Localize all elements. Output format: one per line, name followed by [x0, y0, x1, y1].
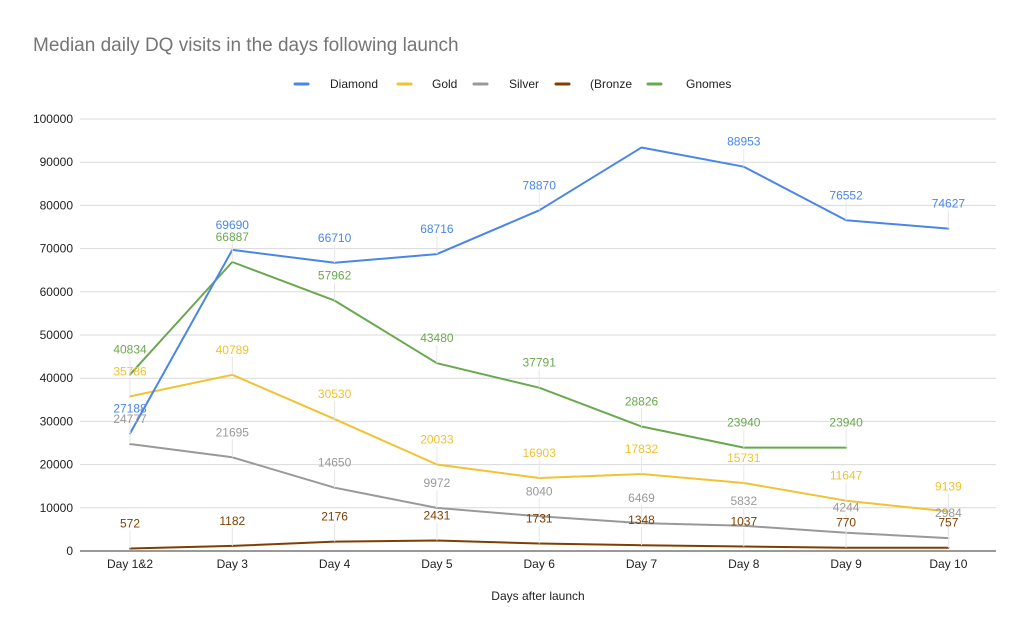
y-tick-label: 20000 [40, 458, 74, 472]
y-tick-label: 10000 [40, 501, 74, 515]
data-label: 23940 [727, 416, 761, 430]
y-tick-label: 90000 [40, 155, 74, 169]
data-labels: 27188 69690 66710 68716 78870 88953 76552 74627… [113, 135, 965, 549]
data-label: 40789 [216, 343, 250, 357]
data-label: 16903 [523, 446, 557, 460]
x-tick-label: Day 4 [319, 557, 351, 571]
legend-label: Gold [432, 77, 457, 91]
y-tick-label: 50000 [40, 328, 74, 342]
data-label: 40834 [113, 343, 147, 357]
data-label: 2984 [935, 506, 962, 520]
x-tick-label: Day 10 [929, 557, 967, 571]
data-label: 23940 [829, 416, 863, 430]
legend-label: Diamond [330, 77, 378, 91]
legend: Diamond Gold Silver (Bronze Gnomes [293, 77, 731, 91]
data-label: 757 [938, 516, 958, 530]
series-line [129, 443, 950, 540]
x-tick-label: Day 3 [217, 557, 249, 571]
data-label: 1037 [730, 515, 757, 529]
data-label: 770 [836, 516, 856, 530]
series-line [129, 146, 950, 435]
data-label: 14650 [318, 456, 352, 470]
data-label: 1731 [526, 512, 553, 526]
series-line [129, 261, 848, 449]
chart-title: Median daily DQ visits in the days follo… [33, 35, 459, 56]
data-label: 88953 [727, 135, 761, 149]
data-label: 21695 [216, 425, 250, 439]
y-tick-label: 0 [66, 544, 73, 558]
data-label: 2176 [321, 510, 348, 524]
data-label: 2431 [424, 508, 451, 522]
x-tick-label: Day 5 [421, 557, 453, 571]
data-label: 1182 [219, 514, 245, 528]
legend-label: Silver [509, 77, 539, 91]
y-tick-label: 70000 [40, 242, 74, 256]
data-label: 28826 [625, 394, 659, 408]
data-label: 15731 [727, 451, 761, 465]
series-line [129, 373, 950, 513]
data-label: 27188 [113, 402, 147, 416]
legend-label: Gnomes [686, 77, 731, 91]
x-tick-label: Day 1&2 [107, 557, 153, 571]
data-label: 69690 [216, 218, 250, 232]
y-tick-label: 60000 [40, 285, 74, 299]
x-tick-label: Day 6 [524, 557, 556, 571]
data-label: 5832 [730, 494, 757, 508]
y-axis-ticks: 0 10000 20000 30000 40000 50000 60000 70000 8000… [33, 112, 73, 558]
data-label: 78870 [523, 178, 557, 192]
y-tick-label: 80000 [40, 198, 74, 212]
y-tick-label: 40000 [40, 371, 74, 385]
x-axis-ticks: Day 1&2 Day 3 Day 4 Day 5 Day 6 Day 7 Day 8 Day… [107, 557, 968, 571]
data-label: 57962 [318, 269, 352, 283]
data-label: 30530 [318, 387, 352, 401]
data-label: 6469 [628, 491, 655, 505]
data-label: 1348 [628, 513, 655, 527]
x-tick-label: Day 7 [626, 557, 658, 571]
data-label: 572 [120, 517, 140, 531]
data-label: 68716 [420, 222, 454, 236]
y-tick-label: 30000 [40, 414, 74, 428]
x-axis-label: Days after launch [491, 589, 584, 603]
gridlines [80, 118, 996, 552]
data-label: 43480 [420, 331, 454, 345]
data-label: 74627 [932, 197, 966, 211]
data-label: 4244 [833, 501, 860, 515]
data-label: 76552 [829, 188, 863, 202]
x-tick-label: Day 9 [830, 557, 862, 571]
data-label: 8040 [526, 484, 553, 498]
y-tick-label: 100000 [33, 112, 73, 126]
data-label: 24777 [113, 412, 147, 426]
data-label: 66710 [318, 231, 352, 245]
legend-label: (Bronze [590, 77, 632, 91]
data-label: 37791 [523, 356, 557, 370]
data-label: 66887 [216, 230, 250, 244]
data-label: 9139 [935, 480, 962, 494]
data-label: 17832 [625, 442, 659, 456]
data-label: 11647 [830, 469, 863, 483]
data-label: 20033 [420, 432, 454, 446]
data-label: 9972 [424, 476, 451, 490]
x-tick-label: Day 8 [728, 557, 760, 571]
